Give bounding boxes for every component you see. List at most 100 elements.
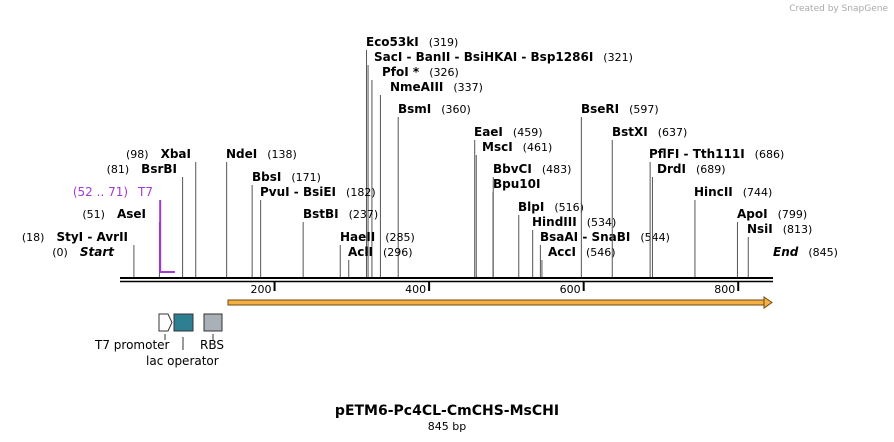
- site-name: BbsI: [252, 170, 281, 184]
- site-position: (516): [554, 201, 584, 214]
- ruler-label: 800: [714, 283, 735, 296]
- rbs-icon: [203, 313, 223, 332]
- site-label: PfoI * (326): [382, 65, 459, 79]
- site-name: BsrBI: [141, 162, 177, 176]
- site-name: BstBI: [303, 207, 339, 221]
- site-label: NmeAIII (337): [390, 80, 483, 94]
- site-position: (597): [629, 103, 659, 116]
- site-name: End: [773, 245, 799, 259]
- site-name: MscI: [482, 140, 513, 154]
- site-name: StyI - AvrII: [56, 230, 128, 244]
- site-name: BstXI: [612, 125, 648, 139]
- site-name: AseI: [117, 207, 146, 221]
- operator-icon: [173, 313, 194, 332]
- site-label: BseRI (597): [581, 102, 659, 116]
- site-position: (360): [441, 103, 471, 116]
- site-name: PflFI - Tth111I: [649, 147, 745, 161]
- legend-label: RBS: [200, 338, 224, 352]
- site-label: BlpI (516): [518, 200, 584, 214]
- site-label: BstXI (637): [612, 125, 687, 139]
- site-position: (689): [696, 163, 726, 176]
- feature-range: (52 .. 71): [73, 185, 128, 199]
- site-label: Eco53kI (319): [366, 35, 458, 49]
- site-position: (51): [82, 208, 105, 221]
- site-label: DrdI (689): [657, 162, 726, 176]
- legend-label: T7 promoter: [94, 338, 170, 352]
- site-position: (98): [126, 148, 149, 161]
- site-position: (544): [640, 231, 670, 244]
- site-label: (0) Start: [52, 245, 115, 259]
- site-position: (0): [52, 246, 68, 259]
- site-name: NdeI: [226, 147, 257, 161]
- site-position: (319): [429, 36, 459, 49]
- site-position: (686): [755, 148, 785, 161]
- site-position: (296): [383, 246, 413, 259]
- promoter-icon: [158, 313, 173, 332]
- site-name: AclI: [348, 245, 373, 259]
- site-name: Eco53kI: [366, 35, 419, 49]
- site-name: BbvCI: [493, 162, 532, 176]
- site-name: HaeII: [340, 230, 375, 244]
- site-position: (337): [453, 81, 483, 94]
- site-label: NdeI (138): [226, 147, 297, 161]
- site-position: (845): [808, 246, 838, 259]
- site-position: (237): [349, 208, 379, 221]
- site-position: (182): [346, 186, 376, 199]
- site-position: (534): [587, 216, 617, 229]
- site-position: (326): [429, 66, 459, 79]
- site-label: PflFI - Tth111I (686): [649, 147, 784, 161]
- site-position: (461): [523, 141, 553, 154]
- site-label: ApoI (799): [737, 207, 807, 221]
- site-label: HindIII (534): [532, 215, 616, 229]
- site-name: NsiI: [747, 222, 773, 236]
- site-name: BsaAI - SnaBI: [540, 230, 630, 244]
- feature-label: (52 .. 71) T7: [73, 185, 153, 199]
- feature-line: [159, 200, 175, 273]
- site-name: DrdI: [657, 162, 686, 176]
- site-label: End (845): [773, 245, 838, 259]
- ruler-label: 200: [251, 283, 272, 296]
- site-name: EaeI: [474, 125, 503, 139]
- site-position: (546): [586, 246, 616, 259]
- site-name: Start: [80, 245, 115, 259]
- site-label: MscI (461): [482, 140, 552, 154]
- feature-name: T7: [137, 185, 153, 199]
- site-label: EaeI (459): [474, 125, 543, 139]
- site-name: AccI: [548, 245, 576, 259]
- site-label: NsiI (813): [747, 222, 812, 236]
- site-name: ApoI: [737, 207, 768, 221]
- site-label: BsmI (360): [398, 102, 471, 116]
- site-position: (285): [385, 231, 415, 244]
- site-label: HincII (744): [694, 185, 772, 199]
- orf-arrow-head: [763, 296, 773, 309]
- site-position: (459): [513, 126, 543, 139]
- site-name: BsmI: [398, 102, 431, 116]
- site-position: (321): [603, 51, 633, 64]
- length: 845 bp: [428, 420, 466, 433]
- site-name: NmeAIII: [390, 80, 443, 94]
- legend-label: lac operator: [146, 354, 219, 368]
- site-position: (171): [291, 171, 321, 184]
- site-position: (799): [778, 208, 808, 221]
- site-label: (18) StyI - AvrII: [22, 230, 128, 244]
- site-label: PvuI - BsiEI (182): [260, 185, 376, 199]
- orf-arrow: [227, 299, 767, 306]
- credit: Created by SnapGene: [789, 4, 888, 14]
- site-label: Bpu10I: [493, 177, 540, 191]
- site-name: SacI - BanII - BsiHKAI - Bsp1286I: [374, 50, 593, 64]
- site-label: BbsI (171): [252, 170, 321, 184]
- site-label: BstBI (237): [303, 207, 378, 221]
- site-name: HincII: [694, 185, 733, 199]
- site-position: (813): [783, 223, 813, 236]
- site-label: (81) BsrBI: [107, 162, 177, 176]
- ruler-label: 600: [560, 283, 581, 296]
- site-position: (483): [542, 163, 572, 176]
- site-label: BsaAI - SnaBI (544): [540, 230, 670, 244]
- site-label: (98) XbaI: [126, 147, 191, 161]
- site-label: BbvCI (483): [493, 162, 571, 176]
- site-label: HaeII (285): [340, 230, 415, 244]
- site-position: (18): [22, 231, 45, 244]
- site-name: HindIII: [532, 215, 577, 229]
- site-name: BseRI: [581, 102, 619, 116]
